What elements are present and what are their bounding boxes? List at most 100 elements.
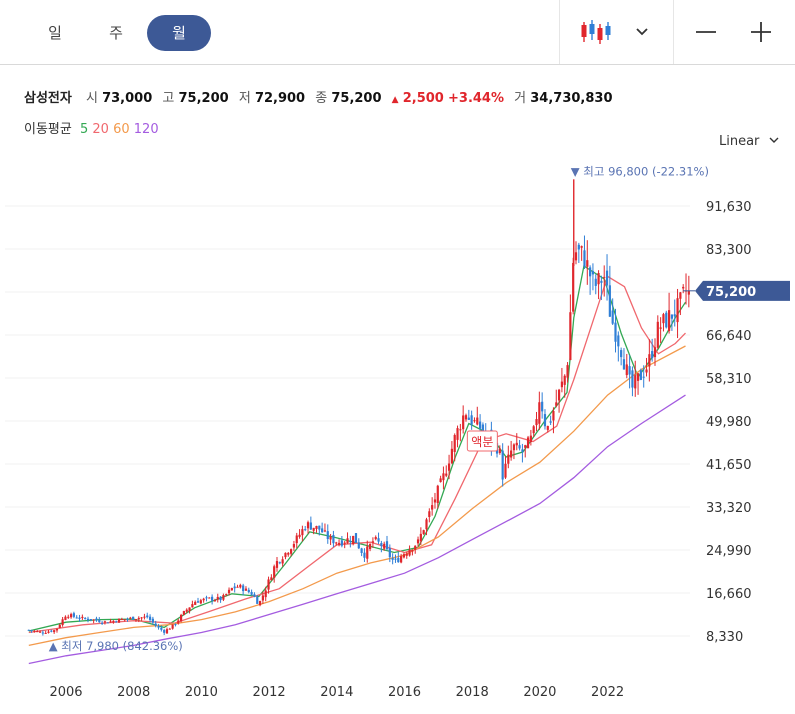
candle-body [253,594,256,597]
candle-body [645,369,648,373]
candle-body [208,597,211,599]
candle-body [594,278,597,286]
candle-body [304,529,307,531]
candle-body [352,535,355,545]
candle-body [620,350,623,358]
candle-body [422,530,425,534]
candle-body [394,558,397,560]
candle-body [557,389,561,401]
split-marker-box [466,430,498,452]
candle-body [340,540,343,546]
zoom-out-icon[interactable] [690,16,722,48]
candle-body [405,553,408,556]
candle-body [236,586,239,588]
candle-body [493,440,496,442]
candle-body [566,365,569,378]
candle-body [628,366,631,375]
candle-body [642,376,645,378]
x-tick-label: 2020 [523,685,556,700]
y-tick-label: 58,310 [706,372,752,387]
candle-body [154,623,157,626]
candle-body [196,601,200,603]
candle-body [659,327,662,329]
candle-body [86,618,90,621]
candle-body [171,624,174,629]
candle-body [495,443,499,454]
candle-body [498,448,501,453]
y-tick-label: 33,320 [706,501,752,516]
candle-body [625,364,628,376]
split-marker-label: 액분 [471,435,493,449]
candle-body [244,588,248,591]
candle-body [656,321,659,348]
candle-body [436,485,439,504]
candle-body [653,347,657,358]
y-tick-label: 16,660 [706,587,752,602]
candle-body [648,354,651,367]
candle-body [490,429,493,445]
chevron-down-icon[interactable] [626,16,658,48]
candle-body [230,588,233,591]
tab-week[interactable]: 주 [109,24,123,42]
candle-body [213,600,217,602]
candle-body [501,450,504,480]
candle-body [151,618,154,623]
candle-body [433,499,437,503]
candle-body [275,561,279,568]
candle-body [112,620,115,623]
candle-body [140,617,143,619]
candle-body [346,538,349,544]
ma-120[interactable]: 120 [133,122,159,137]
candle-body [298,534,301,537]
ma-line-120 [28,394,686,665]
candle-body [281,559,284,564]
candle-body [137,617,140,620]
candle-body [368,544,372,550]
open-value: 73,000 [102,91,153,106]
x-tick-label: 2016 [388,685,421,700]
candle-body [216,596,219,600]
ma-5[interactable]: 5 [79,122,89,137]
current-price-label: 75,200 [706,285,756,300]
candle-body [617,335,620,347]
ma-20[interactable]: 20 [92,122,109,137]
candle-body [431,505,434,510]
candle-body [219,596,222,601]
x-tick-label: 2018 [456,685,489,700]
candle-body [47,631,50,633]
candle-body [115,621,118,623]
tab-day[interactable]: 일 [48,24,62,42]
change-value: 2,500 [402,91,444,106]
tab-month[interactable]: 월 [147,15,211,51]
candle-body [343,542,346,544]
close-value: 75,200 [331,91,382,106]
y-tick-label: 66,640 [706,329,752,344]
scale-selector[interactable]: Linear [719,134,780,149]
candle-body [600,280,603,283]
ma-60[interactable]: 60 [113,122,130,137]
candle-body [687,290,690,295]
open-label: 시 [85,91,98,106]
x-tick-label: 2006 [49,685,82,700]
candle-body [106,622,109,624]
candle-body [411,549,414,552]
x-tick-label: 2014 [320,685,353,700]
candle-body [270,577,273,581]
candle-body [512,444,516,451]
candlestick-icon[interactable] [579,16,611,48]
candle-body [69,614,73,618]
x-tick-label: 2010 [185,685,218,700]
candle-body [75,617,78,619]
zoom-in-icon[interactable] [745,16,777,48]
candle-body [481,424,485,433]
top-bar: 일 주 월 [0,0,795,65]
candle-body [222,595,225,600]
candle-body [682,286,685,289]
candle-body [447,463,451,471]
candle-body [639,370,642,380]
candle-body [92,619,95,621]
stock-name: 삼성전자 [24,91,72,106]
candle-body [676,298,679,323]
candle-body [41,632,44,634]
